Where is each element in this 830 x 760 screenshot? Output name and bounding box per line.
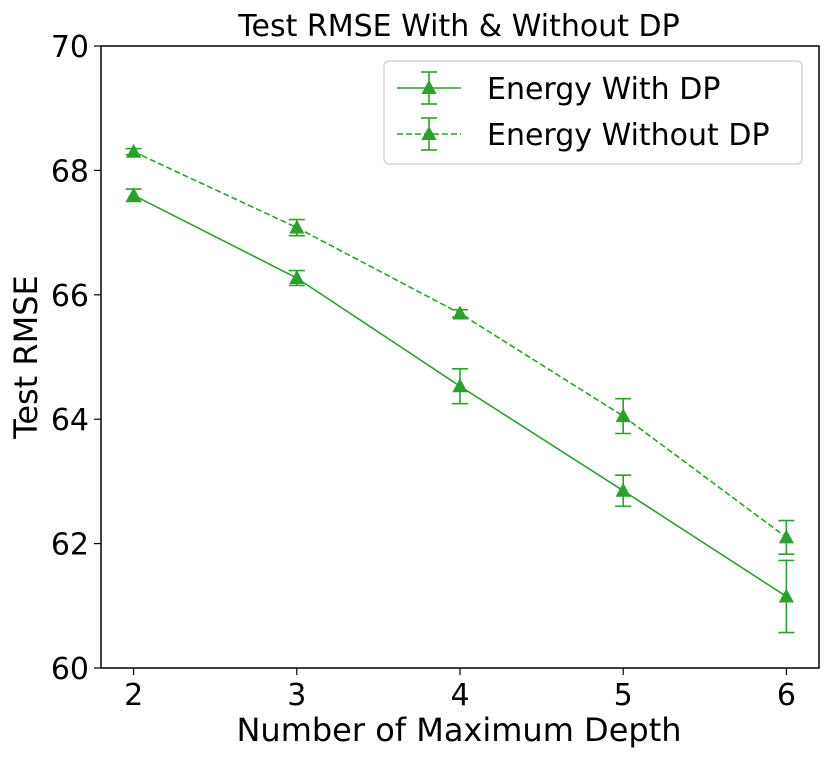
legend: Energy With DP Energy Without DP (383, 60, 803, 165)
series-with-dp (125, 187, 795, 634)
legend-marker (421, 80, 437, 94)
legend-entry: Energy Without DP (397, 117, 770, 153)
data-point (615, 408, 631, 423)
data-point (126, 187, 142, 202)
legend-label: Energy Without DP (487, 118, 770, 153)
data-point (452, 378, 468, 393)
x-axis: 2 3 4 5 6 (124, 668, 796, 713)
x-axis-label: Number of Maximum Depth (236, 711, 681, 749)
plot-area (125, 143, 795, 634)
y-tick-label: 62 (51, 528, 89, 563)
x-tick-label: 3 (287, 678, 306, 713)
legend-box (383, 60, 803, 165)
data-point (289, 270, 305, 285)
data-point (452, 305, 468, 320)
y-tick-label: 68 (51, 154, 89, 189)
data-point (615, 482, 631, 497)
chart-title: Test RMSE With & Without DP (237, 9, 679, 44)
y-tick-label: 70 (51, 30, 89, 65)
legend-label: Energy With DP (487, 72, 720, 107)
x-tick-label: 5 (614, 678, 633, 713)
legend-marker (421, 126, 437, 140)
data-point (126, 143, 142, 158)
data-point (289, 219, 305, 234)
data-point (778, 588, 794, 603)
series-without-dp (125, 143, 795, 555)
y-tick-label: 64 (51, 403, 89, 438)
x-tick-label: 6 (777, 678, 796, 713)
y-tick-label: 60 (51, 652, 89, 687)
y-tick-label: 66 (51, 279, 89, 314)
series-line (133, 151, 787, 539)
data-point (778, 529, 794, 544)
y-axis-label: Test RMSE (7, 275, 45, 440)
y-axis: 60 62 64 66 68 70 (51, 30, 101, 687)
legend-entry: Energy With DP (397, 71, 720, 107)
x-tick-label: 2 (124, 678, 143, 713)
x-tick-label: 4 (450, 678, 469, 713)
